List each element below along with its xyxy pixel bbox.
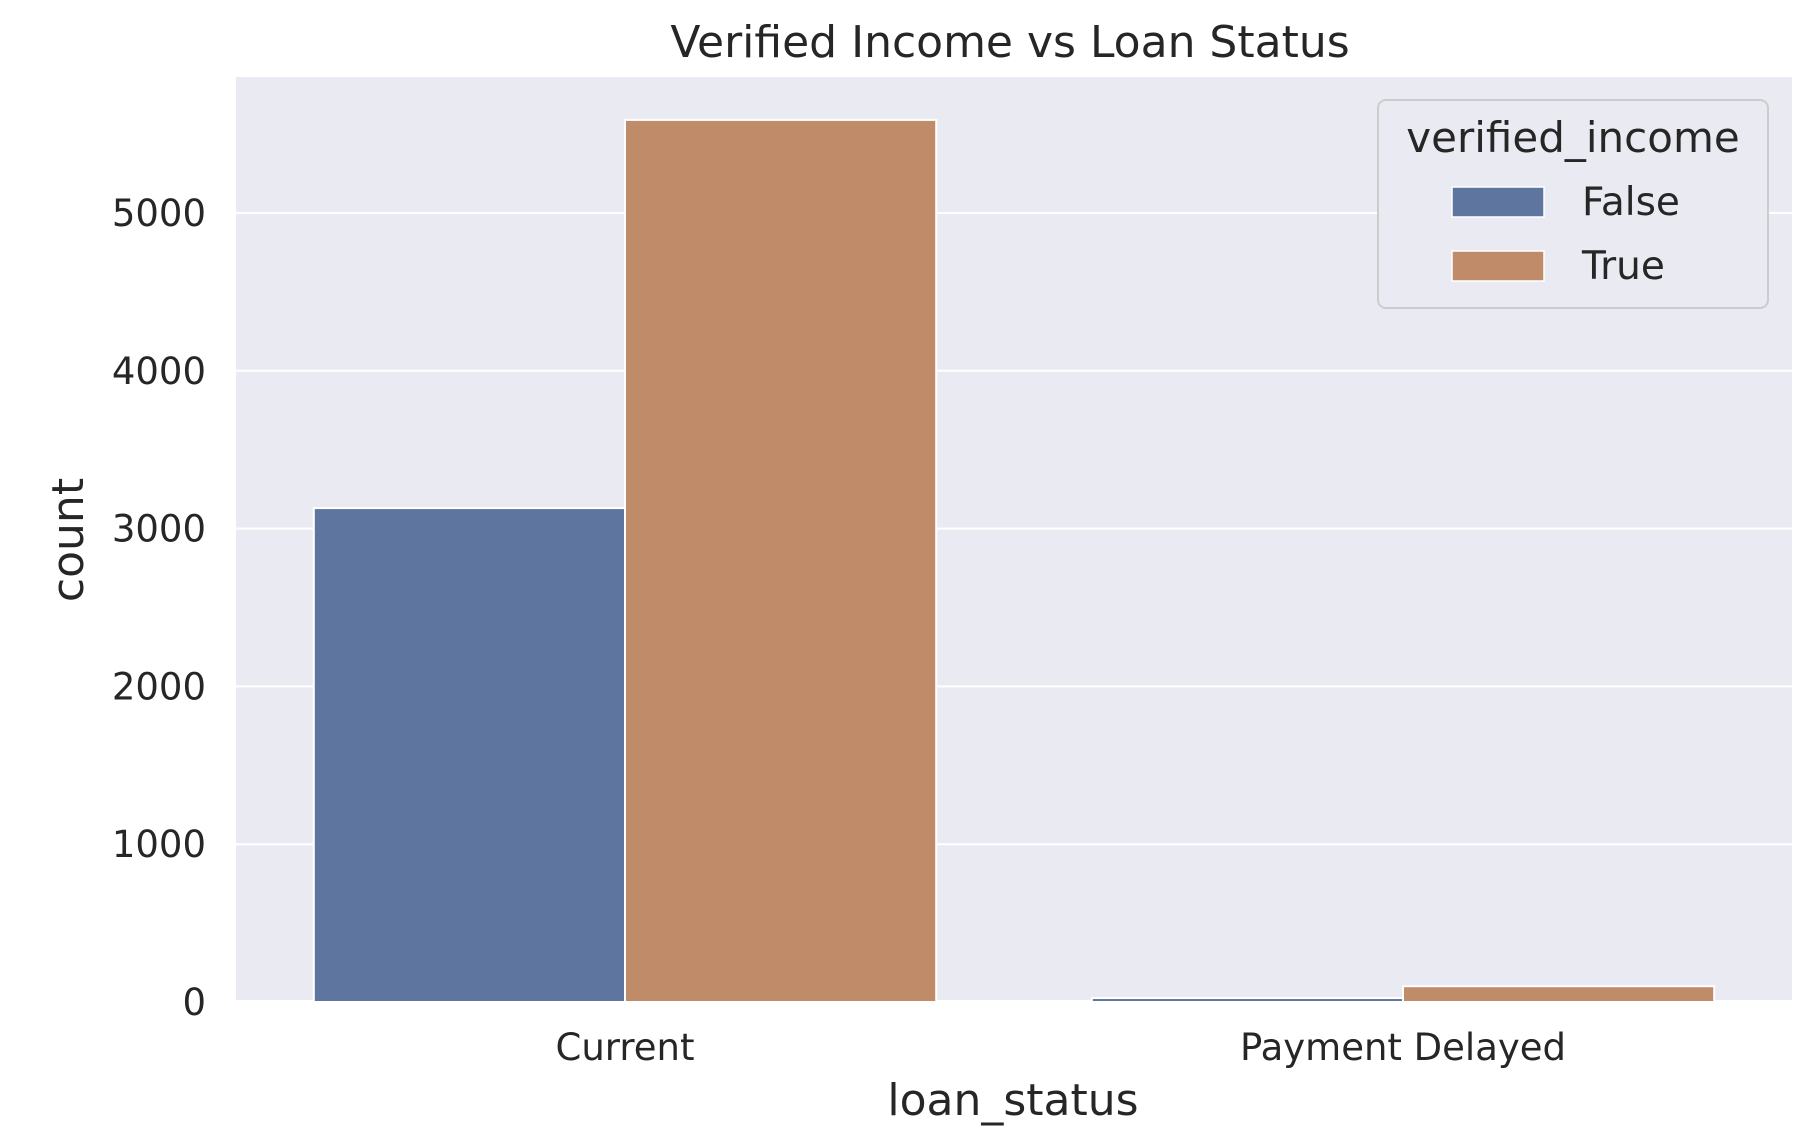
- bar-payment-delayed-true: [1402, 985, 1716, 1003]
- bar-current-true: [624, 118, 938, 1003]
- legend: verified_income False True: [1377, 99, 1769, 309]
- x-tick-label: Payment Delayed: [1240, 1026, 1566, 1069]
- y-tick-label: 1000: [112, 823, 206, 866]
- x-axis-title: loan_status: [887, 1075, 1138, 1126]
- chart-title: Verified Income vs Loan Status: [670, 17, 1349, 68]
- y-tick-label: 5000: [112, 192, 206, 235]
- legend-swatch-false: [1451, 186, 1545, 218]
- legend-title: verified_income: [1406, 113, 1739, 162]
- bar-current-false: [312, 507, 626, 1003]
- y-tick-label: 0: [182, 981, 206, 1024]
- legend-label-false: False: [1582, 180, 1680, 225]
- y-tick-label: 4000: [112, 350, 206, 393]
- x-tick-labels: Current Payment Delayed: [556, 1026, 1567, 1069]
- y-tick-label: 2000: [112, 665, 206, 708]
- y-tick-labels: 0 1000 2000 3000 4000 5000: [112, 192, 206, 1024]
- x-tick-label: Current: [556, 1026, 695, 1069]
- legend-label-true: True: [1581, 244, 1665, 289]
- y-tick-label: 3000: [112, 508, 206, 551]
- bar-payment-delayed-false: [1090, 997, 1405, 1003]
- bars: [312, 118, 1716, 1003]
- y-axis-title: count: [43, 478, 94, 602]
- legend-swatch-true: [1451, 250, 1545, 282]
